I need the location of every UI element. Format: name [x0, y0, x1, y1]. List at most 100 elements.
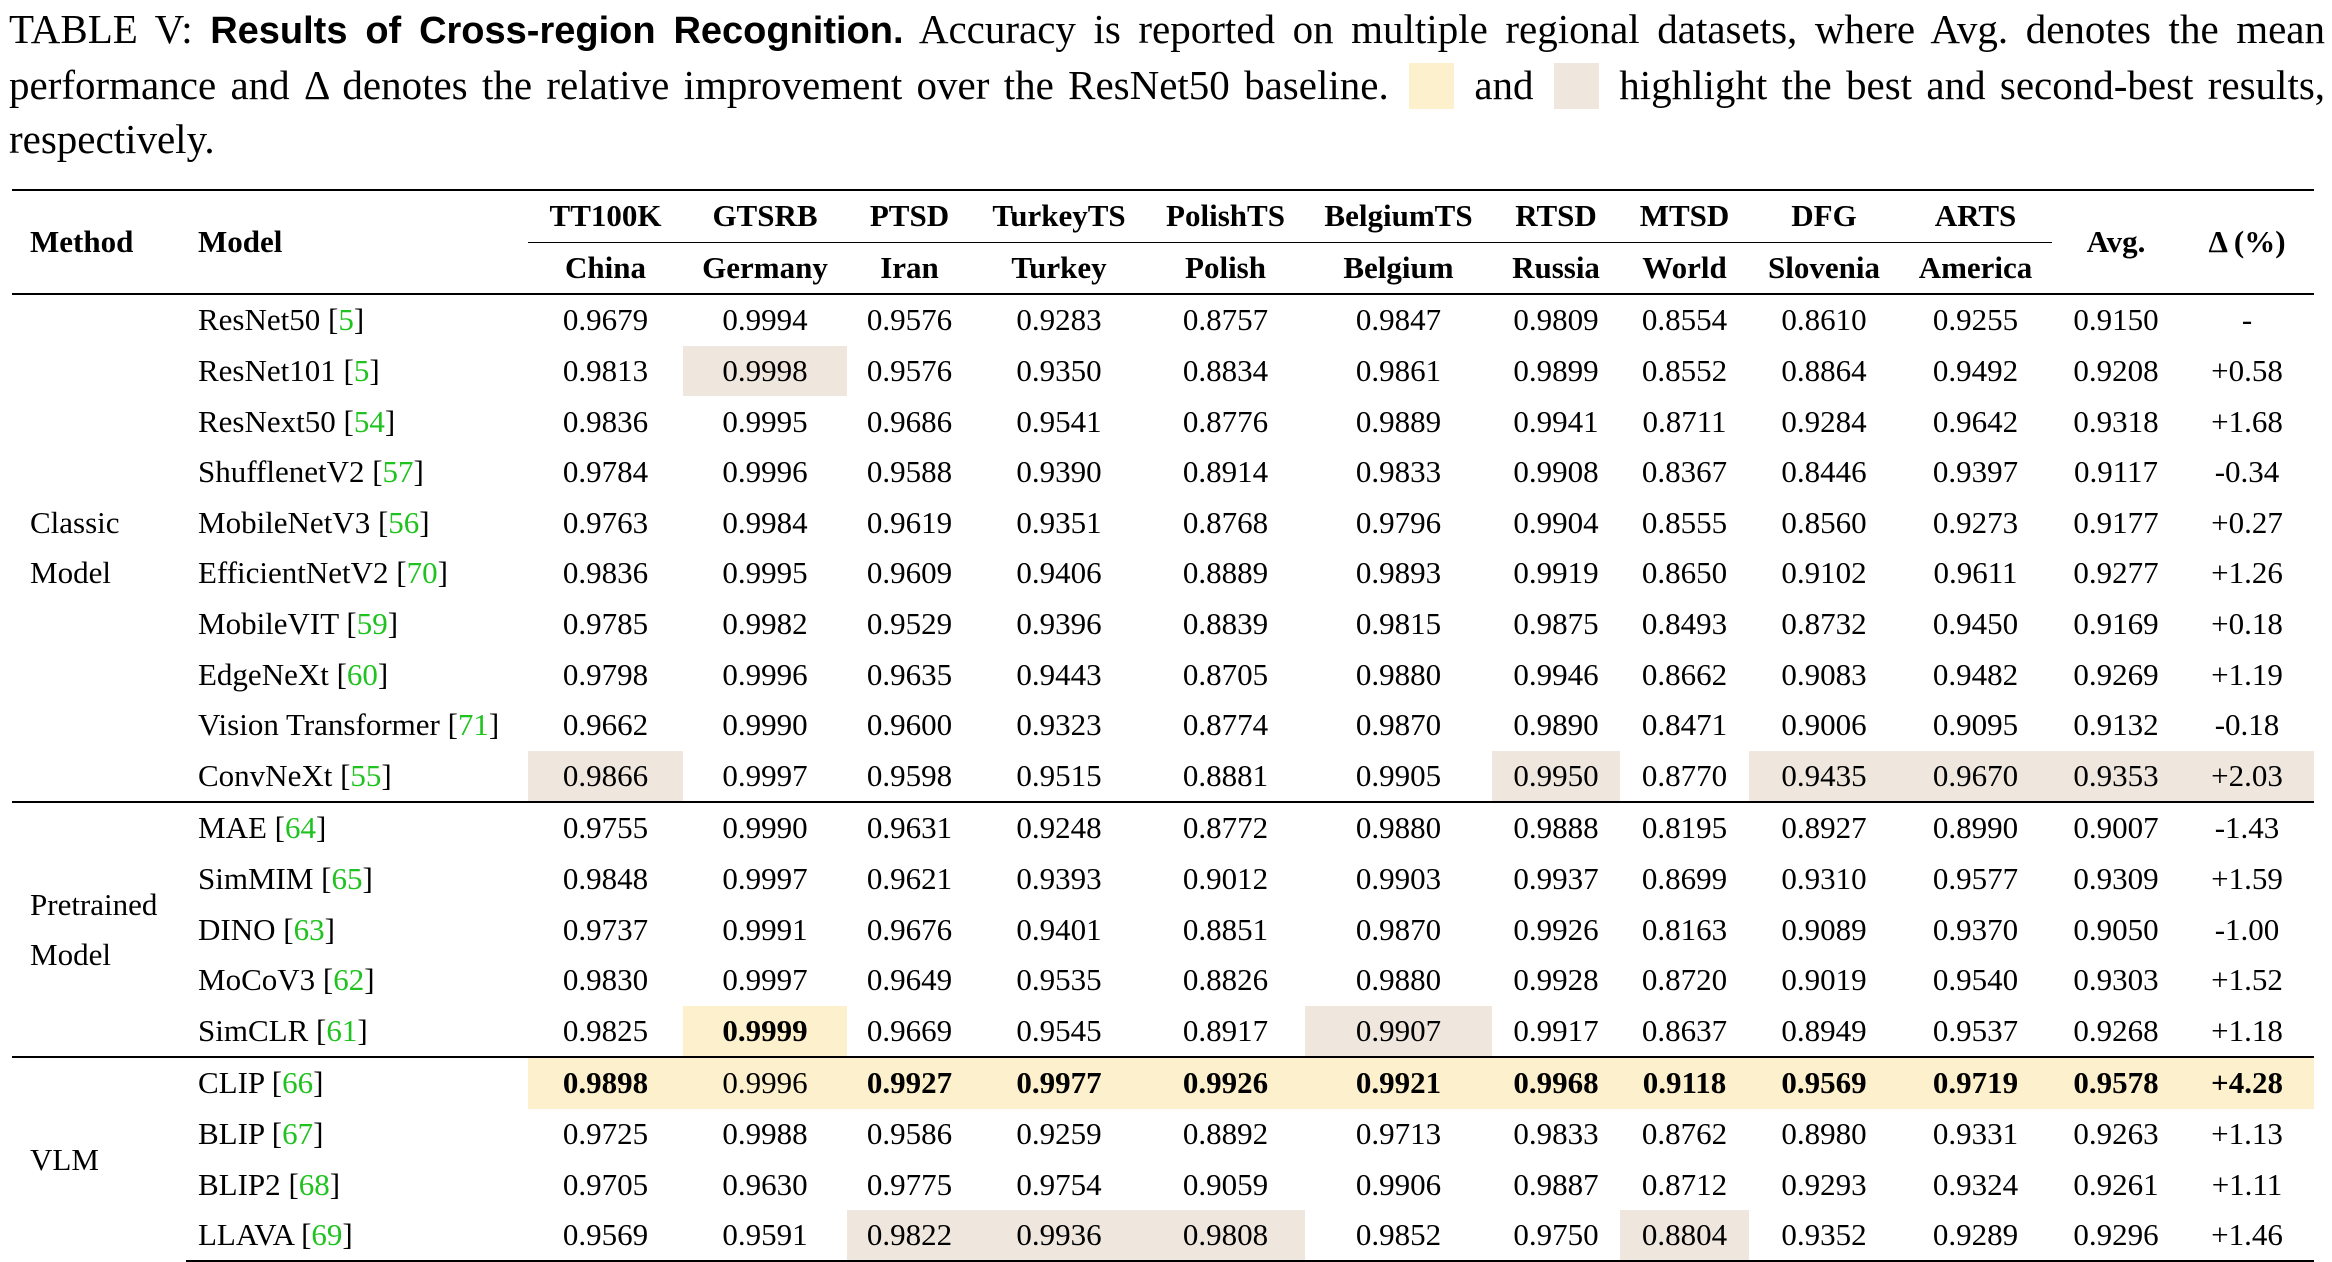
value-cell: 0.9576 [866, 353, 953, 389]
value-cell: 0.9754 [1016, 1166, 1102, 1202]
header-region: Slovenia [1749, 242, 1899, 296]
value-cell: 0.8560 [1781, 504, 1867, 540]
value-cell: 0.8662 [1641, 656, 1728, 692]
value-cell: 0.9997 [722, 861, 808, 897]
value-cell: 0.9755 [528, 801, 683, 854]
value-cell: +0.18 [2211, 606, 2283, 642]
value-cell: 0.8917 [1182, 1012, 1269, 1048]
value-cell: 0.9813 [562, 353, 649, 389]
model-cell: Vision Transformer [71] [186, 700, 528, 751]
value-cell: 0.8834 [1182, 353, 1269, 389]
value-cell: 0.9784 [562, 454, 649, 490]
value-cell: 0.9006 [1781, 707, 1867, 743]
model-ref: [63] [283, 911, 335, 947]
value-cell: 0.9996 [722, 454, 808, 490]
value-cell: 0.9888 [1492, 801, 1620, 854]
model-ref: [66] [271, 1065, 324, 1101]
model-ref: [62] [322, 962, 375, 998]
value-cell: 0.9927 [847, 1056, 972, 1109]
value-cell: 0.9102 [1781, 555, 1867, 591]
value-cell: 0.8699 [1641, 861, 1728, 897]
value-cell: 0.9713 [1355, 1115, 1442, 1151]
model-cell: CLIP [66] [186, 1056, 528, 1109]
value-cell: 0.9950 [1492, 750, 1620, 803]
table-row: MoCoV3 [62] 0.9830 0.9997 0.9649 0.9535 0.882… [12, 955, 2314, 1006]
caption-title: Results of Cross-region Recognition. [210, 10, 904, 52]
value-cell: 0.9999 [683, 1005, 847, 1058]
model-name: EdgeNeXt [198, 656, 329, 692]
value-cell: 0.8195 [1620, 801, 1749, 854]
value-cell: 0.9997 [722, 962, 808, 998]
value-cell: 0.9937 [1513, 861, 1599, 897]
table-row: MobileVIT [59] 0.9785 0.9982 0.9529 0.9396 0.… [12, 599, 2314, 650]
value-cell: 0.9649 [866, 962, 953, 998]
value-cell: 0.9870 [1355, 707, 1442, 743]
value-cell: 0.9908 [1513, 454, 1599, 490]
value-cell: 0.9150 [2073, 302, 2159, 338]
value-cell: 0.8772 [1146, 801, 1305, 854]
model-cell: MobileNetV3 [56] [186, 498, 528, 549]
value-cell: 0.9880 [1355, 656, 1442, 692]
value-cell: 0.9435 [1749, 750, 1899, 803]
header-delta: Δ (%) [2180, 188, 2314, 296]
value-cell: 0.8367 [1641, 454, 1728, 490]
value-cell: +1.68 [2211, 403, 2283, 439]
table-group: VLM CLIP [66] 0.9898 0.9996 0.9927 0.9977 0.99… [12, 1056, 2314, 1262]
value-cell: 0.9351 [1016, 504, 1102, 540]
value-cell: 0.9273 [1932, 504, 2019, 540]
value-cell: 0.9283 [1016, 302, 1102, 338]
header-region: Belgium [1305, 242, 1492, 296]
value-cell: +2.03 [2180, 750, 2314, 803]
value-cell: 0.8732 [1781, 606, 1867, 642]
value-cell: -0.34 [2214, 454, 2280, 490]
value-cell: 0.9880 [1355, 962, 1442, 998]
value-cell: 0.9870 [1355, 911, 1442, 947]
value-cell: 0.9089 [1781, 911, 1867, 947]
value-cell: 0.9600 [866, 707, 953, 743]
value-cell: 0.9261 [2073, 1166, 2159, 1202]
header-region: World [1620, 242, 1749, 296]
value-cell: 0.8990 [1899, 801, 2052, 854]
value-cell: 0.9889 [1355, 403, 1442, 439]
value-cell: 0.9830 [562, 962, 649, 998]
header-region: Iran [847, 242, 972, 296]
value-cell: 0.9482 [1932, 656, 2019, 692]
table-row: VLM CLIP [66] 0.9898 0.9996 0.9927 0.9977 0.99… [12, 1056, 2314, 1262]
value-cell: 0.9676 [866, 911, 953, 947]
value-cell: 0.9796 [1355, 504, 1442, 540]
value-cell: 0.8762 [1641, 1115, 1728, 1151]
value-cell: 0.9541 [1016, 403, 1102, 439]
value-cell: 0.8980 [1781, 1115, 1867, 1151]
model-cell: BLIP [67] [186, 1109, 528, 1160]
value-cell: 0.9836 [562, 403, 649, 439]
header-region: Polish [1146, 242, 1305, 296]
table-row: Classic Model ResNet50 [5] 0.9679 0.9994 0.9… [12, 294, 2314, 590]
header-row: China Germany Iran Turkey Polish Belgium Russi… [12, 242, 2314, 296]
value-cell: 0.9007 [2052, 801, 2180, 854]
header-dataset: GTSRB [683, 188, 847, 243]
value-cell: 0.9982 [722, 606, 808, 642]
value-cell: -1.43 [2180, 801, 2314, 854]
value-cell: 0.9990 [722, 707, 808, 743]
value-cell: 0.9903 [1355, 861, 1442, 897]
model-name: ResNext50 [198, 403, 336, 439]
caption: TABLE V: Results of Cross-region Recogni… [9, 2, 2325, 166]
value-cell: 0.9808 [1146, 1209, 1305, 1262]
model-cell: MobileVIT [59] [186, 599, 528, 650]
caption-tail: highlight the best and second-best resul… [9, 62, 2326, 162]
value-cell: 0.8804 [1620, 1209, 1749, 1262]
value-cell: 0.9719 [1899, 1056, 2052, 1109]
value-cell: 0.9662 [562, 707, 649, 743]
model-ref: [60] [336, 656, 389, 692]
caption-text: Accuracy is reported on multiple regiona… [9, 6, 2326, 108]
header-row: Method Model TT100K GTSRB PTSD TurkeyTS Polish… [12, 188, 2314, 296]
model-ref: [61] [316, 1012, 368, 1048]
value-cell: 0.9208 [2073, 353, 2159, 389]
value-cell: 0.9577 [1932, 861, 2019, 897]
value-cell: 0.9303 [2073, 962, 2159, 998]
model-ref: [64] [274, 810, 327, 846]
model-name: EfficientNetV2 [198, 555, 389, 591]
value-cell: 0.9050 [2073, 911, 2159, 947]
value-cell: 0.9906 [1355, 1166, 1442, 1202]
value-cell: 0.9997 [722, 757, 808, 793]
